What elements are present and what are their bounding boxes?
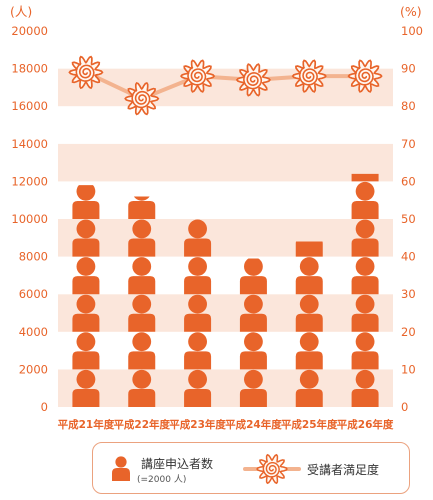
person-icon — [184, 294, 212, 332]
grid-band — [58, 181, 393, 219]
person-icon — [128, 219, 156, 257]
category-label: 平成26年度 — [337, 418, 394, 431]
left-axis-unit: (人) — [10, 4, 32, 19]
person-icon — [184, 369, 212, 407]
category-label: 平成24年度 — [225, 418, 282, 431]
legend: 講座申込者数 (=2000 人) 受講者満足度 — [92, 442, 410, 494]
person-icon — [72, 369, 100, 407]
category-labels: 平成21年度 平成22年度 平成23年度 平成24年度 平成25年度 平成26年度 — [58, 418, 394, 431]
category-label: 平成22年度 — [113, 418, 170, 431]
category-label: 平成25年度 — [281, 418, 338, 431]
right-axis-ticks: 0 10 20 30 40 50 60 70 80 90 100 — [401, 24, 423, 414]
person-icon — [351, 369, 379, 407]
right-axis-unit: (%) — [400, 4, 422, 19]
person-icon — [351, 332, 379, 370]
person-icon — [239, 294, 267, 332]
grid-band — [58, 219, 393, 257]
person-icon — [351, 173, 379, 182]
right-tick-label: 50 — [401, 212, 416, 226]
right-tick-label: 40 — [401, 250, 416, 264]
left-tick-label: 0 — [41, 400, 48, 414]
satisfaction-point — [291, 59, 327, 93]
right-tick-label: 60 — [401, 174, 416, 188]
satisfaction-point — [68, 55, 104, 90]
person-icon — [128, 196, 156, 219]
flower-marker-icon — [243, 453, 301, 485]
person-icon — [72, 185, 100, 219]
person-icon — [72, 332, 100, 370]
satisfaction-point — [124, 81, 160, 116]
left-axis-ticks: 0 2000 4000 6000 8000 10000 12000 14000 16000 180… — [11, 24, 48, 414]
grid-band — [58, 143, 393, 182]
people-column — [239, 258, 267, 407]
people-column — [351, 173, 379, 407]
person-icon — [112, 456, 130, 481]
satisfaction-line — [68, 55, 383, 116]
person-icon — [128, 332, 156, 370]
right-tick-label: 100 — [401, 24, 423, 38]
legend-count-note: (=2000 人) — [137, 475, 187, 485]
left-tick-label: 14000 — [11, 137, 48, 151]
right-tick-label: 0 — [401, 400, 408, 414]
right-tick-label: 80 — [401, 99, 416, 113]
grid-band — [58, 106, 393, 144]
people-icons — [72, 173, 379, 407]
person-icon — [128, 369, 156, 407]
people-column — [72, 185, 100, 407]
chart: 0 2000 4000 6000 8000 10000 12000 14000 16000 180… — [10, 4, 423, 431]
grid-band — [58, 294, 393, 332]
people-column — [295, 241, 323, 407]
right-tick-label: 10 — [401, 362, 416, 376]
person-icon — [239, 369, 267, 407]
left-tick-label: 8000 — [19, 250, 48, 264]
person-icon — [72, 219, 100, 257]
satisfaction-point — [256, 453, 288, 485]
left-tick-label: 2000 — [19, 362, 48, 376]
left-tick-label: 10000 — [11, 212, 48, 226]
left-tick-label: 6000 — [19, 287, 48, 301]
person-icon — [128, 257, 156, 295]
right-tick-label: 70 — [401, 137, 416, 151]
person-icon — [184, 332, 212, 370]
left-tick-label: 4000 — [19, 325, 48, 339]
people-column — [184, 219, 212, 407]
person-icon — [72, 257, 100, 295]
person-icon — [295, 294, 323, 332]
grid-band — [58, 331, 393, 370]
person-icon — [128, 294, 156, 332]
background-bands — [58, 31, 393, 407]
satisfaction-point — [235, 63, 272, 97]
grid-band — [58, 256, 393, 295]
person-icon — [295, 241, 323, 257]
left-tick-label: 18000 — [11, 62, 48, 76]
person-icon — [239, 332, 267, 370]
category-label: 平成23年度 — [169, 418, 226, 431]
left-tick-label: 20000 — [11, 24, 48, 38]
person-icon — [351, 257, 379, 295]
person-icon — [184, 219, 212, 257]
person-icon — [351, 181, 379, 219]
satisfaction-point — [179, 59, 216, 93]
person-icon — [351, 219, 379, 257]
people-column — [128, 196, 156, 407]
satisfaction-point — [347, 59, 383, 93]
right-tick-label: 90 — [401, 62, 416, 76]
legend-satisfaction-label: 受講者満足度 — [307, 463, 380, 477]
person-icon — [351, 294, 379, 332]
person-icon — [295, 257, 323, 295]
grid-band — [58, 369, 393, 407]
person-icon — [72, 294, 100, 332]
right-tick-label: 20 — [401, 325, 416, 339]
left-tick-label: 12000 — [11, 174, 48, 188]
person-icon — [295, 332, 323, 370]
grid-band — [58, 31, 393, 69]
category-label: 平成21年度 — [58, 418, 115, 431]
person-icon — [184, 257, 212, 295]
person-icon — [239, 258, 267, 295]
legend-count-label: 講座申込者数 — [141, 457, 214, 471]
person-icon — [295, 369, 323, 407]
right-tick-label: 30 — [401, 287, 416, 301]
left-tick-label: 16000 — [11, 99, 48, 113]
